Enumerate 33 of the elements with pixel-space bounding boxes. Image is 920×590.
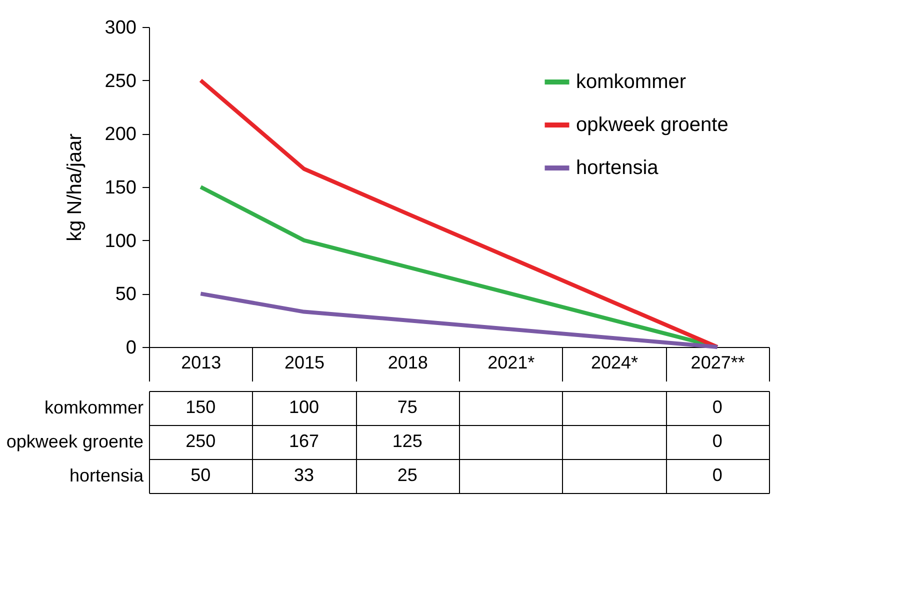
data-label: 0 (712, 397, 722, 417)
data-label: 0 (712, 431, 722, 451)
data-label: 167 (288, 431, 320, 451)
y-tick-label: 0 (126, 338, 136, 358)
legend-label: opkweek groente (576, 114, 728, 136)
x-tick-label: 2027** (690, 352, 745, 372)
text: hortensia (69, 466, 144, 486)
x-tick-label: 2018 (388, 352, 428, 372)
data-label: 75 (397, 397, 418, 417)
y-tick-label: 200 (104, 124, 136, 146)
legend-label: hortensia (576, 157, 660, 179)
legend-label: komkommer (576, 71, 686, 93)
x-tick-label: 2024* (590, 352, 638, 372)
data-label: 250 (186, 431, 216, 451)
data-label: 33 (294, 465, 314, 485)
line-series (198, 292, 720, 349)
data-label: 125 (392, 431, 422, 451)
y-tick-label: 300 (104, 18, 136, 38)
x-tick-label: 2013 (181, 352, 222, 372)
y-tick-label: 250 (104, 70, 136, 92)
data-label: 100 (288, 397, 320, 417)
data-label: 0 (712, 465, 722, 485)
text: komkommer (44, 398, 144, 418)
y-axis-title: kg N/ha/jaar (64, 133, 86, 242)
x-tick-label: 2015 (284, 352, 325, 372)
data-label: 25 (397, 465, 418, 485)
data-label: 150 (186, 397, 216, 417)
x-tick-label: 2021* (488, 352, 535, 372)
data-label: 50 (190, 465, 211, 485)
y-tick-label: 150 (104, 178, 136, 198)
y-tick-label: 100 (104, 230, 136, 252)
text: opkweek groente (6, 432, 144, 452)
y-tick-label: 50 (115, 284, 136, 306)
